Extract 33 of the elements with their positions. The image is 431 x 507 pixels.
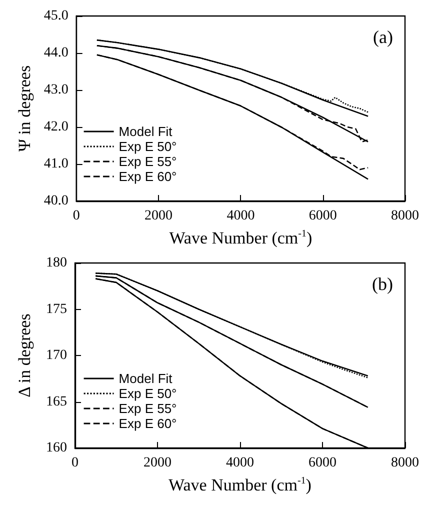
x-tick-label: 2000 — [144, 456, 172, 470]
y-tick-label: 45.0 — [44, 8, 68, 24]
x-tick-label: 4000 — [226, 456, 254, 470]
legend-label: Exp E 60° — [118, 169, 177, 184]
x-tick-label: 0 — [72, 456, 78, 470]
legend-label: Exp E 50° — [118, 386, 177, 401]
y-tick-label: 42.0 — [44, 120, 68, 134]
y-tick-label: 180 — [46, 256, 67, 270]
legend-label: Exp E 55° — [118, 154, 177, 169]
y-axis-title: Δ in degrees — [15, 314, 34, 398]
y-tick-label: 44.0 — [44, 46, 68, 60]
y-tick-label: 165 — [46, 394, 67, 410]
legend-label: Exp E 50° — [118, 139, 177, 154]
x-tick-label: 0 — [72, 208, 80, 224]
x-tick-label: 6000 — [308, 456, 336, 470]
y-tick-label: 160 — [46, 440, 67, 456]
y-axis-title: Ψ in degrees — [15, 65, 34, 152]
x-tick-label: 2000 — [144, 208, 173, 224]
x-tick-label: 6000 — [308, 208, 337, 224]
x-tick-label: 4000 — [226, 208, 255, 224]
y-tick-label: 43.0 — [44, 82, 68, 98]
y-tick-label: 170 — [46, 348, 67, 363]
y-tick-label: 40.0 — [44, 194, 68, 208]
legend-label: Model Fit — [118, 371, 173, 386]
y-tick-label: 41.0 — [44, 156, 68, 172]
x-tick-label: 8000 — [391, 208, 419, 224]
legend-label: Exp E 55° — [118, 401, 177, 416]
legend-label: Exp E 60° — [118, 416, 177, 431]
annotation: (a) — [373, 27, 394, 47]
x-tick-label: 8000 — [391, 456, 419, 470]
y-tick-label: 175 — [46, 302, 67, 317]
legend-label: Model Fit — [118, 124, 173, 139]
annotation: (b) — [372, 274, 394, 294]
